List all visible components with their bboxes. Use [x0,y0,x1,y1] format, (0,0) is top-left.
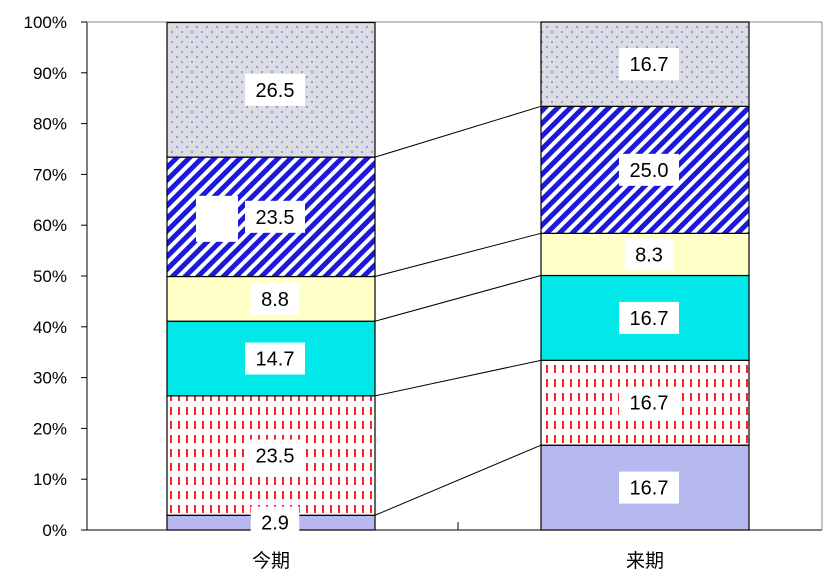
data-label: 2.9 [261,513,289,535]
data-label-box [619,386,679,419]
data-label-box [624,238,674,271]
data-label: 16.7 [630,393,669,415]
data-label-box [619,471,679,504]
data-label-box [245,200,305,233]
data-label-box [245,73,305,106]
y-tick-label: 90% [33,64,67,83]
data-label: 26.5 [256,80,295,102]
y-tick-label: 70% [33,165,67,184]
y-tick-label: 30% [33,369,67,388]
data-label-box [619,153,679,186]
data-label: 16.7 [630,478,669,500]
x-category-label: 今期 [252,550,290,572]
y-tick-label: 40% [33,318,67,337]
data-label-box [250,506,300,539]
y-tick-label: 0% [42,521,67,540]
data-label-box [619,301,679,334]
data-label: 8.8 [261,289,289,311]
y-tick-label: 80% [33,115,67,134]
blank-label-box [196,195,238,242]
data-label-box [619,48,679,81]
data-label: 23.5 [256,207,295,229]
data-label: 16.7 [630,308,669,330]
data-label: 8.3 [635,244,663,266]
y-tick-label: 100% [24,13,67,32]
data-label-box [245,439,305,472]
y-tick-label: 20% [33,419,67,438]
y-tick-label: 10% [33,470,67,489]
y-tick-label: 60% [33,216,67,235]
series-connector-line [374,359,542,397]
data-label-box [245,342,305,375]
y-tick-label: 50% [33,267,67,286]
series-connector-line [374,105,542,158]
data-label-box [250,282,300,315]
series-connector-line [374,444,542,516]
data-label: 16.7 [630,54,669,76]
series-connector-line [374,275,542,322]
series-connector-line [374,232,542,277]
data-label: 25.0 [630,160,669,182]
x-category-label: 来期 [626,550,664,572]
data-label: 23.5 [256,446,295,468]
data-label: 14.7 [256,349,295,371]
